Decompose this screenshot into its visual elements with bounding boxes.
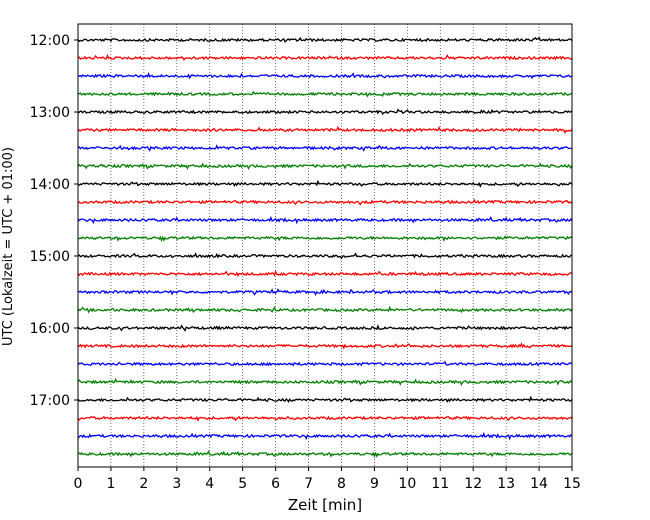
trace-1445 [77, 235, 573, 243]
y-axis-label: UTC (Lokalzeit = UTC + 01:00) [1, 147, 16, 346]
trace-1400 [77, 179, 573, 188]
x-tick-label: 14 [530, 476, 548, 492]
trace-1530 [77, 288, 573, 297]
x-tick-label: 9 [370, 476, 379, 492]
trace-1515 [77, 269, 573, 278]
trace-1645 [77, 377, 573, 386]
seismic-traces [77, 36, 573, 458]
trace-1430 [77, 215, 573, 225]
y-tick-label: 14:00 [30, 177, 70, 193]
y-axis-ticks: 12:00 13:00 14:00 15:00 16:00 17:00 [30, 33, 78, 409]
x-tick-label: 2 [139, 476, 148, 492]
y-tick-label: 17:00 [30, 393, 70, 409]
trace-1700 [77, 395, 573, 403]
x-axis-ticks: 0 1 2 3 4 5 6 7 8 9 10 11 12 13 14 15 [74, 467, 581, 492]
trace-1215 [77, 53, 573, 61]
trace-1415 [77, 198, 573, 206]
x-tick-label: 5 [238, 476, 247, 492]
x-tick-label: 4 [205, 476, 214, 492]
x-tick-label: 15 [563, 476, 581, 492]
trace-1545 [77, 305, 573, 314]
plot-frame [77, 23, 573, 468]
x-tick-label: 1 [106, 476, 115, 492]
trace-1330 [77, 144, 573, 152]
vertical-grid [110, 24, 540, 467]
y-tick-label: 15:00 [30, 249, 70, 265]
x-tick-label: 11 [431, 476, 449, 492]
trace-1300 [77, 108, 573, 116]
trace-1615 [77, 342, 573, 350]
x-tick-label: 10 [398, 476, 416, 492]
trace-1715 [77, 415, 573, 422]
x-tick-label: 3 [172, 476, 181, 492]
x-tick-label: 8 [337, 476, 346, 492]
trace-1500 [77, 252, 573, 260]
trace-1315 [77, 125, 573, 134]
x-tick-label: 6 [271, 476, 280, 492]
trace-1630 [77, 360, 573, 367]
trace-1345 [77, 162, 573, 170]
x-tick-label: 12 [464, 476, 482, 492]
trace-1245 [77, 90, 573, 98]
y-tick-label: 16:00 [30, 321, 70, 337]
x-axis-label: Zeit [min] [288, 496, 362, 514]
y-tick-label: 13:00 [30, 105, 70, 121]
trace-1600 [77, 324, 573, 332]
x-tick-label: 7 [304, 476, 313, 492]
y-tick-label: 12:00 [30, 33, 70, 49]
trace-1745 [77, 450, 573, 458]
trace-1200 [77, 36, 573, 43]
x-tick-label: 13 [497, 476, 515, 492]
x-tick-label: 0 [74, 476, 83, 492]
trace-1230 [77, 72, 573, 80]
trace-1730 [77, 431, 573, 441]
